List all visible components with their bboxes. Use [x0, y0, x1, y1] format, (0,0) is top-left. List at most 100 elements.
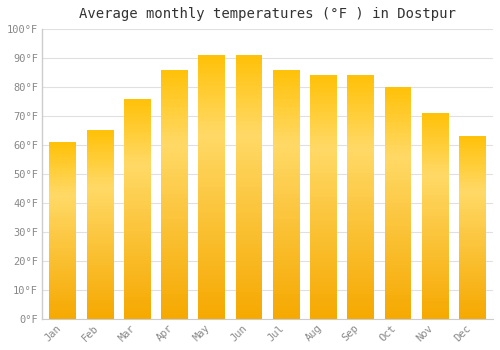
- Bar: [161, 310, 188, 314]
- Bar: [384, 288, 411, 292]
- Bar: [86, 275, 114, 278]
- Bar: [86, 146, 114, 149]
- Bar: [161, 153, 188, 157]
- Bar: [50, 313, 76, 316]
- Bar: [310, 79, 337, 84]
- Bar: [422, 295, 448, 298]
- Bar: [50, 162, 76, 166]
- Bar: [161, 157, 188, 161]
- Bar: [124, 238, 151, 242]
- Bar: [459, 309, 486, 313]
- Bar: [273, 82, 299, 86]
- Bar: [273, 227, 299, 231]
- Bar: [348, 286, 374, 290]
- Bar: [236, 270, 262, 275]
- Bar: [198, 288, 225, 292]
- Bar: [348, 221, 374, 225]
- Bar: [422, 164, 448, 168]
- Bar: [310, 104, 337, 108]
- Bar: [86, 303, 114, 306]
- Bar: [86, 287, 114, 290]
- Bar: [236, 165, 262, 169]
- Bar: [459, 237, 486, 239]
- Bar: [50, 192, 76, 195]
- Bar: [236, 266, 262, 270]
- Bar: [348, 181, 374, 185]
- Bar: [384, 183, 411, 187]
- Bar: [348, 294, 374, 298]
- Bar: [384, 284, 411, 288]
- Bar: [161, 277, 188, 281]
- Bar: [86, 218, 114, 221]
- Bar: [459, 182, 486, 185]
- Bar: [236, 121, 262, 125]
- Bar: [273, 294, 299, 298]
- Bar: [236, 288, 262, 292]
- Bar: [236, 231, 262, 235]
- Bar: [384, 261, 411, 265]
- Bar: [124, 99, 151, 102]
- Bar: [459, 215, 486, 218]
- Bar: [198, 266, 225, 270]
- Bar: [310, 144, 337, 148]
- Bar: [50, 210, 76, 212]
- Bar: [422, 113, 448, 117]
- Bar: [310, 315, 337, 319]
- Bar: [422, 137, 448, 140]
- Bar: [236, 139, 262, 143]
- Bar: [86, 171, 114, 174]
- Bar: [273, 298, 299, 302]
- Bar: [161, 190, 188, 194]
- Bar: [124, 234, 151, 238]
- Bar: [50, 172, 76, 174]
- Bar: [384, 145, 411, 149]
- Bar: [384, 303, 411, 307]
- Bar: [86, 215, 114, 218]
- Bar: [50, 307, 76, 310]
- Bar: [422, 130, 448, 134]
- Bar: [236, 275, 262, 279]
- Bar: [459, 313, 486, 315]
- Bar: [422, 175, 448, 178]
- Bar: [86, 212, 114, 215]
- Bar: [273, 70, 299, 74]
- Bar: [86, 224, 114, 228]
- Bar: [161, 219, 188, 223]
- Bar: [422, 144, 448, 147]
- Bar: [273, 215, 299, 219]
- Bar: [161, 169, 188, 173]
- Bar: [422, 171, 448, 175]
- Bar: [50, 151, 76, 154]
- Bar: [161, 78, 188, 82]
- Bar: [348, 266, 374, 270]
- Bar: [459, 291, 486, 294]
- Bar: [422, 281, 448, 284]
- Bar: [50, 233, 76, 236]
- Bar: [273, 94, 299, 99]
- Bar: [86, 136, 114, 140]
- Bar: [459, 167, 486, 170]
- Bar: [310, 217, 337, 221]
- Bar: [50, 212, 76, 216]
- Bar: [348, 298, 374, 302]
- Bar: [124, 201, 151, 205]
- Bar: [236, 77, 262, 82]
- Bar: [86, 300, 114, 303]
- Bar: [198, 178, 225, 182]
- Bar: [50, 177, 76, 180]
- Bar: [459, 306, 486, 309]
- Bar: [422, 195, 448, 199]
- Bar: [459, 258, 486, 261]
- Bar: [459, 176, 486, 179]
- Bar: [384, 222, 411, 226]
- Bar: [198, 125, 225, 130]
- Bar: [273, 265, 299, 269]
- Bar: [124, 311, 151, 315]
- Bar: [50, 295, 76, 298]
- Bar: [124, 231, 151, 234]
- Bar: [124, 293, 151, 296]
- Bar: [236, 169, 262, 174]
- Bar: [124, 168, 151, 172]
- Bar: [124, 176, 151, 179]
- Bar: [273, 236, 299, 240]
